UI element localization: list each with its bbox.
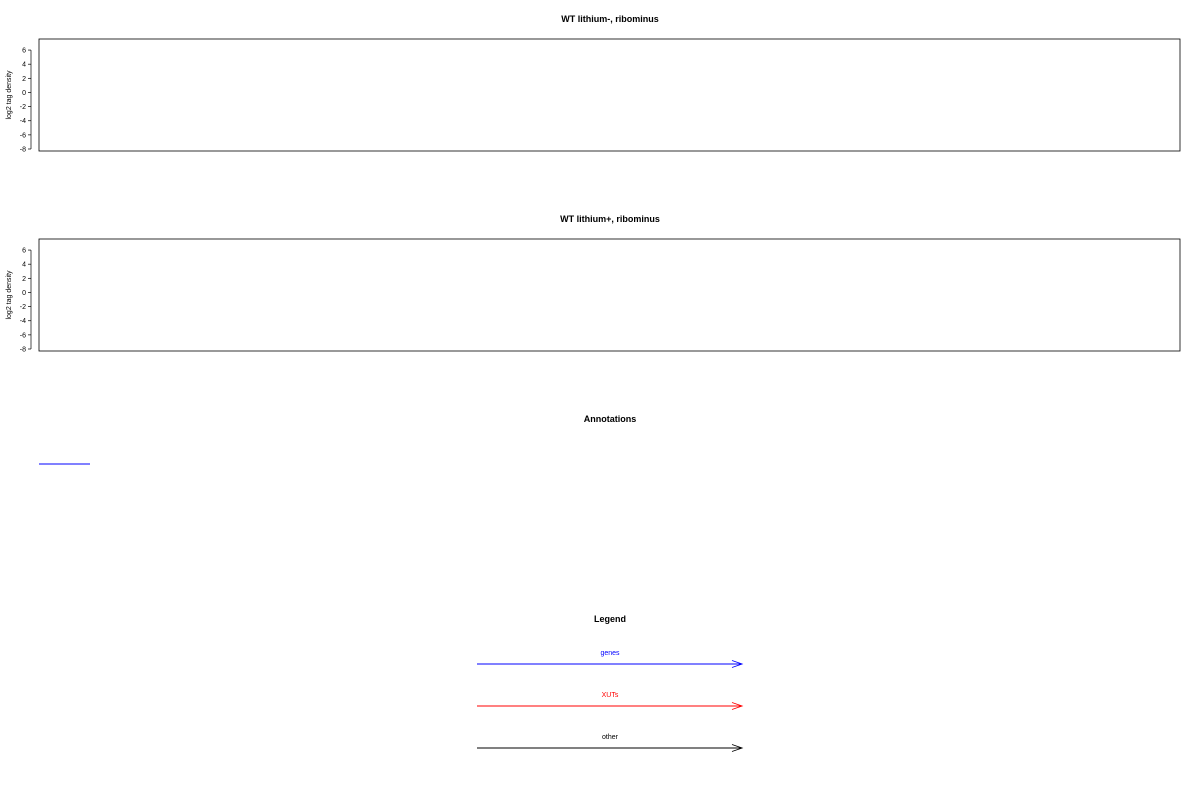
legend-items: genes XUTs other (477, 650, 744, 752)
legend-arrow-head (731, 744, 744, 752)
panel1-y-tick-label: -4 (20, 118, 26, 125)
panel1-y-tick-label: 0 (22, 90, 26, 97)
annotations-panel: Annotations gene YLL033Wgene YLL032Cgene… (39, 414, 637, 465)
panel2-y-tick-label: 2 (22, 276, 26, 283)
panel1-y-tick-label: -2 (20, 104, 26, 111)
panel1-y-tick-label: 6 (22, 48, 26, 55)
legend-label: XUTs (602, 692, 619, 699)
legend-title: Legend (594, 614, 626, 624)
legend-arrow-head (731, 660, 744, 668)
panel2-y-tick-label: 0 (22, 290, 26, 297)
legend: Legend genes XUTs other (477, 614, 744, 752)
legend-label: genes (600, 650, 620, 657)
panel1-y-axis: 6 4 2 0 -2 -4 -6 -8 (20, 48, 32, 154)
annotations-title: Annotations (584, 414, 637, 424)
panel-lithium-minus: WT lithium-, ribominus log2 tag density … (6, 14, 1181, 154)
panel2-y-tick-label: 4 (22, 262, 26, 269)
panel2-y-tick-label: -4 (20, 318, 26, 325)
panel1-y-tick-label: -6 (20, 132, 26, 139)
panel1-y-tick-label: -8 (20, 147, 26, 154)
panel-lithium-plus: WT lithium+, ribominus log2 tag density … (6, 214, 1181, 354)
panel1-y-tick-label: 4 (22, 62, 26, 69)
panel1-frame (38, 38, 1181, 152)
legend-label: other (602, 734, 619, 741)
panel2-frame (38, 238, 1181, 352)
panel2-y-tick-label: 6 (22, 248, 26, 255)
legend-arrow-head (731, 702, 744, 710)
panel2-y-axis: 6 4 2 0 -2 -4 -6 -8 (20, 248, 32, 354)
panel1-title: WT lithium-, ribominus (561, 14, 659, 24)
panel2-y-tick-label: -2 (20, 304, 26, 311)
panel2-ylabel: log2 tag density (6, 270, 13, 320)
panel2-title: WT lithium+, ribominus (560, 214, 660, 224)
panel1-ylabel: log2 tag density (6, 70, 13, 120)
panel1-y-tick-label: 2 (22, 76, 26, 83)
panel2-y-tick-label: -6 (20, 332, 26, 339)
panel2-y-tick-label: -8 (20, 347, 26, 354)
